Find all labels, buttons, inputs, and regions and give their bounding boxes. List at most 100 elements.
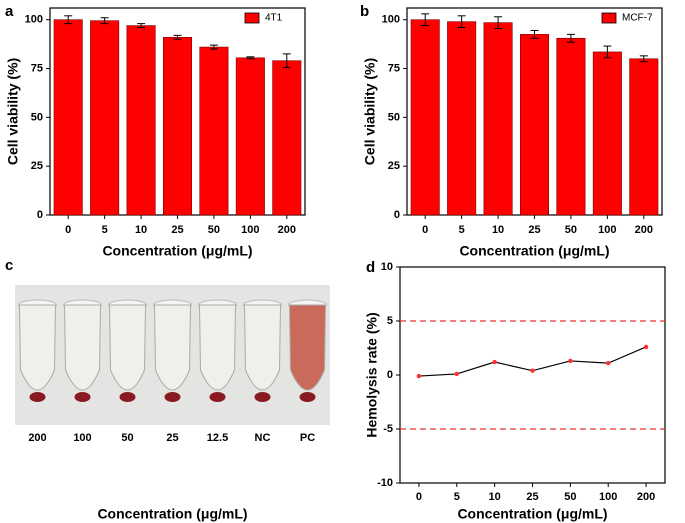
y-tick-label: 100 bbox=[25, 14, 43, 26]
x-tick-label: 200 bbox=[637, 491, 655, 503]
y-tick-label: -5 bbox=[383, 423, 393, 435]
x-tick-label: 50 bbox=[121, 432, 133, 444]
tube bbox=[108, 299, 147, 402]
y-tick-label: 100 bbox=[382, 14, 400, 26]
x-tick-label: 200 bbox=[28, 432, 46, 444]
error-bar bbox=[100, 17, 109, 25]
point bbox=[492, 359, 497, 365]
bar bbox=[162, 36, 193, 216]
panel-label: b bbox=[360, 3, 369, 20]
x-tick-label: 0 bbox=[422, 224, 428, 236]
error-bar bbox=[566, 33, 575, 43]
y-axis-label: Cell viability (%) bbox=[5, 58, 21, 165]
x-tick-label: 10 bbox=[489, 491, 501, 503]
x-tick-label: 100 bbox=[598, 224, 616, 236]
y-tick-label: 50 bbox=[388, 111, 400, 123]
x-tick-label: PC bbox=[300, 432, 315, 444]
tube bbox=[243, 299, 282, 402]
x-tick-label: 12.5 bbox=[207, 432, 228, 444]
legend-label: 4T1 bbox=[265, 13, 283, 24]
pellet bbox=[119, 392, 136, 402]
x-tick-label: 50 bbox=[565, 224, 577, 236]
x-tick-label: 50 bbox=[208, 224, 220, 236]
bar bbox=[90, 20, 120, 216]
error-bar bbox=[421, 13, 430, 27]
x-tick-label: 5 bbox=[454, 491, 460, 503]
y-axis-label: Cell viability (%) bbox=[362, 58, 378, 165]
x-tick-label: 50 bbox=[564, 491, 576, 503]
point bbox=[530, 368, 535, 373]
error-bar bbox=[137, 23, 146, 29]
error-bar bbox=[494, 16, 503, 30]
bar bbox=[483, 22, 513, 216]
x-axis-label: Concentration (μg/mL) bbox=[97, 506, 247, 522]
legend-label: MCF-7 bbox=[622, 13, 653, 24]
pellet bbox=[254, 392, 271, 402]
x-axis-label: Concentration (μg/mL) bbox=[459, 243, 609, 259]
bar bbox=[556, 37, 586, 216]
tube bbox=[63, 299, 102, 402]
y-tick-label: 0 bbox=[394, 209, 400, 221]
x-tick-label: 100 bbox=[241, 224, 259, 236]
tube-body bbox=[288, 304, 327, 391]
tube-body bbox=[108, 304, 147, 391]
point bbox=[454, 371, 459, 377]
pellet bbox=[299, 392, 316, 402]
bar bbox=[519, 34, 550, 216]
bar bbox=[629, 58, 659, 216]
tube bbox=[198, 299, 237, 402]
x-tick-label: 10 bbox=[492, 224, 504, 236]
x-tick-label: 200 bbox=[635, 224, 653, 236]
x-tick-label: 200 bbox=[278, 224, 296, 236]
bar bbox=[199, 46, 229, 216]
tube bbox=[288, 299, 327, 402]
x-tick-label: 25 bbox=[171, 224, 183, 236]
error-bar bbox=[246, 56, 255, 60]
bar bbox=[126, 25, 156, 216]
y-tick-label: 75 bbox=[388, 62, 400, 74]
panel-label: a bbox=[5, 3, 14, 20]
point bbox=[606, 360, 611, 366]
x-tick-label: 25 bbox=[528, 224, 540, 236]
error-bar bbox=[64, 15, 73, 25]
x-axis-label: Concentration (μg/mL) bbox=[457, 506, 607, 522]
error-bar bbox=[639, 55, 648, 63]
y-tick-label: 0 bbox=[387, 369, 393, 381]
tube-body bbox=[243, 304, 282, 391]
pellet bbox=[29, 392, 46, 402]
x-tick-label: 25 bbox=[526, 491, 538, 503]
bar bbox=[235, 57, 265, 216]
bar bbox=[53, 19, 83, 216]
x-tick-label: 5 bbox=[459, 224, 465, 236]
tube bbox=[18, 299, 57, 402]
error-bar bbox=[173, 34, 182, 40]
error-bar bbox=[209, 44, 218, 50]
tube-body bbox=[18, 304, 57, 391]
y-tick-label: -10 bbox=[377, 477, 393, 489]
point bbox=[568, 358, 573, 364]
x-tick-label: 100 bbox=[73, 432, 91, 444]
error-bar bbox=[457, 15, 466, 29]
y-tick-label: 0 bbox=[37, 209, 43, 221]
bar bbox=[592, 51, 622, 216]
x-tick-label: 25 bbox=[166, 432, 178, 444]
pellet bbox=[164, 392, 181, 402]
tube-body bbox=[153, 304, 192, 391]
y-tick-label: 25 bbox=[31, 160, 43, 172]
bar bbox=[272, 60, 302, 216]
y-tick-label: 50 bbox=[31, 111, 43, 123]
y-tick-label: 25 bbox=[388, 160, 400, 172]
error-bar bbox=[530, 29, 539, 39]
x-tick-label: 5 bbox=[102, 224, 108, 236]
legend-swatch bbox=[244, 12, 260, 24]
panel-label: c bbox=[5, 257, 13, 274]
point bbox=[643, 344, 649, 350]
x-tick-label: 100 bbox=[599, 491, 617, 503]
y-tick-label: 10 bbox=[381, 261, 393, 273]
x-tick-label: NC bbox=[255, 432, 271, 444]
pellet bbox=[209, 392, 226, 402]
y-axis-label: Hemolysis rate (%) bbox=[364, 312, 380, 437]
point bbox=[416, 373, 422, 379]
